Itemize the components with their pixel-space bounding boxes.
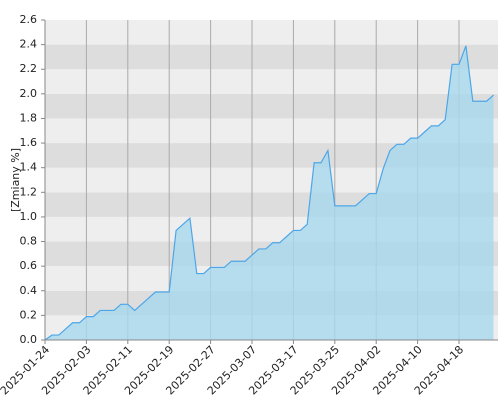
- y-axis-label: [Zmiany %]: [9, 148, 22, 212]
- y-tick-label: 2.6: [20, 13, 38, 26]
- y-tick-label: 1.8: [20, 111, 38, 124]
- y-tick-label: 1.4: [20, 161, 38, 174]
- grid-band: [45, 20, 498, 45]
- y-tick-label: 2.0: [20, 87, 38, 100]
- y-tick-label: 2.2: [20, 62, 38, 75]
- y-tick-label: 0.6: [20, 259, 38, 272]
- y-tick-label: 1.6: [20, 136, 38, 149]
- y-tick-label: 0.0: [20, 333, 38, 346]
- area-fill: [45, 45, 494, 340]
- grid-band: [45, 69, 498, 94]
- y-tick-label: 2.4: [20, 38, 38, 51]
- y-tick-label: 0.8: [20, 235, 38, 248]
- y-tick-label: 1.2: [20, 185, 38, 198]
- grid-band: [45, 44, 498, 70]
- y-tick-label: 0.4: [20, 284, 38, 297]
- area-line: [44, 45, 494, 341]
- y-tick-label: 1.0: [20, 210, 38, 223]
- grid-band: [45, 93, 498, 119]
- y-tick-label: 0.2: [20, 308, 38, 321]
